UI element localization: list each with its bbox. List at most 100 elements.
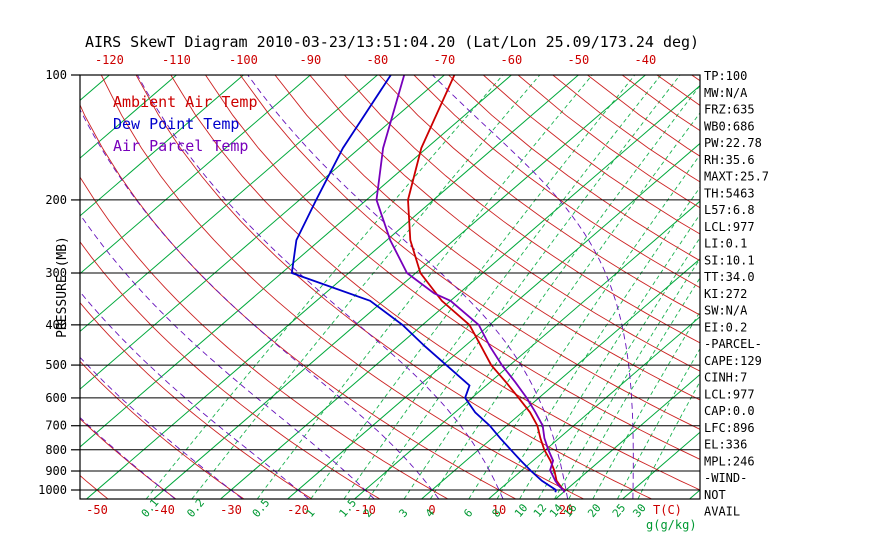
isotherm-line [80, 75, 512, 448]
dry-adiabat-line [135, 75, 652, 499]
axis-ticks [71, 74, 80, 491]
stat-line: NOT [704, 488, 726, 502]
legend-item: Air Parcel Temp [113, 137, 248, 155]
isotherm-line [0, 75, 42, 499]
stat-line: -PARCEL- [704, 337, 762, 351]
stat-line: EI:0.2 [704, 320, 747, 334]
mixing-ratio-line [343, 75, 662, 499]
top-temp-label: -40 [635, 53, 657, 67]
stat-line: KI:272 [704, 287, 747, 301]
mixing-ratio-line [468, 154, 700, 499]
moist-adiabat-line [80, 213, 375, 499]
stat-line: MAXT:25.7 [704, 170, 769, 184]
mixing-ratio-label: 25 [610, 501, 628, 520]
stat-line: TP:100 [704, 69, 747, 83]
dry-adiabat-line [274, 75, 700, 401]
mixing-ratio-line [191, 75, 541, 499]
dry-adiabat-line [80, 176, 448, 499]
stat-line: TT:34.0 [704, 270, 755, 284]
isotherm-line [80, 75, 244, 217]
mixing-ratio-line [554, 258, 700, 499]
plot-border [79, 74, 701, 500]
dry-adiabat-line [309, 75, 700, 372]
bottom-temp-label: -20 [287, 503, 309, 517]
pressure-tick-label: 900 [45, 464, 67, 478]
dry-adiabat-line [80, 360, 244, 499]
isotherm-line [488, 316, 700, 499]
top-temp-label: -50 [568, 53, 590, 67]
pressure-tick-label: 500 [45, 358, 67, 372]
mixing-ratio-label: 20 [585, 501, 603, 520]
bottom-temp-label: -10 [354, 503, 376, 517]
dew-point-curve [290, 75, 558, 493]
mixing-ratio-label: 0.2 [184, 496, 207, 520]
stat-line: EL:336 [704, 438, 747, 452]
top-temp-label: -120 [95, 53, 124, 67]
stat-line: WB0:686 [704, 119, 755, 133]
pressure-lines [80, 199, 700, 491]
stat-line: MPL:246 [704, 454, 755, 468]
pressure-tick-label: 1000 [38, 483, 67, 497]
mixing-ratio-label: 3 [397, 506, 411, 519]
mixing-ratio-label: 6 [461, 506, 475, 519]
dry-adiabat-line [100, 75, 584, 499]
moist-adiabat-line [247, 75, 569, 499]
moist-adiabat-lines [80, 75, 634, 499]
dry-adiabat-line [80, 301, 312, 499]
stat-line: TH:5463 [704, 186, 755, 200]
dry-adiabat-line [0, 75, 40, 499]
mixing-ratio-line [519, 213, 700, 499]
mixing-ratio-line [568, 277, 700, 499]
stat-line: L57:6.8 [704, 203, 755, 217]
stat-line: SW:N/A [704, 304, 748, 318]
mixing-ratio-line [257, 75, 593, 499]
sounding-curves [290, 75, 566, 493]
stat-line: LCL:977 [704, 220, 755, 234]
isotherm-line [421, 258, 700, 499]
pressure-tick-label: 700 [45, 419, 67, 433]
stat-line: RH:35.6 [704, 153, 755, 167]
stat-line: LFC:896 [704, 421, 755, 435]
bottom-temp-label: 10 [492, 503, 506, 517]
pressure-tick-label: 100 [45, 68, 67, 82]
bottom-temp-label: -40 [153, 503, 175, 517]
stat-line: PW:22.78 [704, 136, 762, 150]
chart-title: AIRS SkewT Diagram 2010-03-23/13:51:04.2… [85, 33, 699, 51]
pressure-tick-label: 600 [45, 391, 67, 405]
moist-adiabat-line [80, 291, 309, 499]
bottom-temp-label: -30 [220, 503, 242, 517]
moist-adiabat-line [137, 75, 504, 499]
stat-line: CAP:0.0 [704, 404, 755, 418]
stat-line: AVAIL [704, 505, 740, 519]
mixing-ratio-label: 1 [303, 506, 317, 519]
legend: Ambient Air Temp Dew Point Temp Air Parcel… [113, 93, 258, 155]
bottom-temp-label: 20 [559, 503, 573, 517]
pressure-tick-labels: 100 200 300 400 500 600 700 800 900 1000 [38, 68, 67, 497]
isotherm-line [80, 75, 311, 275]
pressure-tick-label: 400 [45, 318, 67, 332]
mixing-unit-label: g(g/kg) [646, 518, 697, 532]
isotherm-line [153, 75, 646, 499]
bottom-temp-labels: -50 -40 -30 -20 -10 0 10 20 [86, 503, 573, 517]
isotherm-line [287, 142, 700, 499]
dry-adiabat-line [378, 75, 700, 316]
dry-adiabat-line [239, 75, 700, 430]
top-temp-labels: -120 -110 -100 -90 -80 -70 -60 -50 -40 [95, 53, 656, 67]
dry-adiabat-line [80, 418, 176, 499]
dry-adiabat-line [205, 75, 700, 460]
top-temp-label: -70 [434, 53, 456, 67]
dry-adiabat-line [80, 241, 380, 499]
stat-line: CINH:7 [704, 371, 747, 385]
parcel-temp-curve [375, 75, 566, 493]
dry-adiabat-line [344, 75, 700, 344]
dry-adiabat-line [170, 75, 700, 491]
top-temp-label: -90 [300, 53, 322, 67]
temp-unit-label: T(C) [653, 503, 682, 517]
stat-line: -WIND- [704, 471, 747, 485]
pressure-tick-label: 200 [45, 193, 67, 207]
legend-item: Dew Point Temp [113, 115, 239, 133]
pressure-tick-label: 800 [45, 443, 67, 457]
bottom-temp-label: 0 [428, 503, 435, 517]
